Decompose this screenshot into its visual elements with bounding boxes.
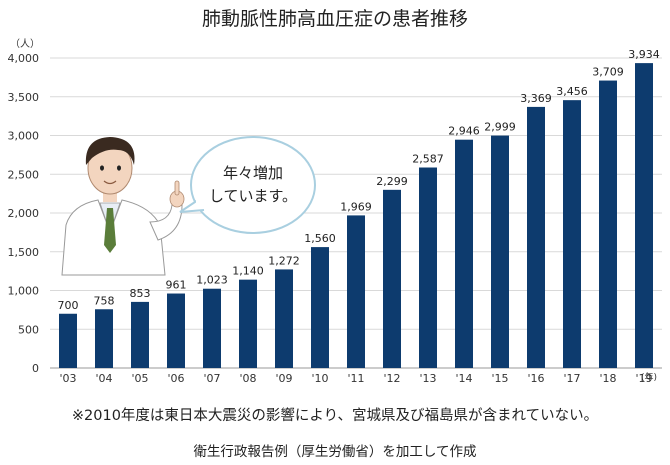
value-label: 961 (166, 279, 187, 292)
bubble-line-1: 年々増加 (223, 164, 283, 182)
x-tick-label: '15 (491, 372, 508, 385)
value-label: 1,969 (340, 200, 372, 213)
x-tick-label: '04 (95, 372, 112, 385)
y-tick-label: 0 (32, 362, 39, 375)
value-label: 2,946 (448, 125, 480, 138)
value-label: 1,140 (232, 265, 264, 278)
bar-'04 (95, 309, 113, 368)
x-tick-label: '10 (311, 372, 328, 385)
bar-'19 (635, 63, 653, 369)
doctor-illustration (61, 137, 185, 276)
chart-title: 肺動脈性肺高血圧症の患者推移 (201, 8, 468, 30)
value-label: 853 (130, 287, 151, 300)
bar-'11 (347, 215, 365, 368)
x-tick-label: '06 (167, 372, 184, 385)
value-label: 3,934 (628, 48, 660, 61)
speech-bubble: 年々増加 しています。 (179, 136, 316, 234)
y-tick-label: 2,500 (8, 168, 40, 181)
x-tick-label: '08 (239, 372, 256, 385)
value-label: 1,023 (196, 274, 228, 287)
value-label: 758 (94, 294, 115, 307)
value-labels: 700 758 853 961 1,023 1,140 1,272 1,560 1,969 2,2… (58, 48, 660, 312)
x-tick-label: '18 (599, 372, 616, 385)
value-label: 2,587 (412, 153, 444, 166)
footnote: ※2010年度は東日本大震災の影響により、宮城県及び福島県が含まれていない。 (71, 408, 599, 424)
bar-'03 (59, 313, 77, 368)
x-tick-label: '17 (563, 372, 580, 385)
y-tick-label: 4,000 (8, 52, 40, 65)
y-tick-label: 2,000 (8, 207, 40, 220)
value-label: 2,299 (376, 175, 408, 188)
bar-'06 (167, 293, 185, 368)
value-label: 700 (58, 299, 79, 312)
value-label: 3,456 (556, 85, 588, 98)
bar-'10 (311, 247, 329, 368)
x-tick-label: '12 (383, 372, 400, 385)
bar-'16 (527, 106, 545, 368)
bar-'15 (491, 135, 509, 368)
y-tick-label: 3,500 (8, 91, 40, 104)
bars (59, 63, 653, 369)
x-tick-label: '09 (275, 372, 292, 385)
bar-'14 (455, 139, 473, 368)
x-tick-label: '07 (203, 372, 220, 385)
x-tick-label: '13 (419, 372, 436, 385)
value-label: 3,369 (520, 92, 552, 105)
source-note: 衛生行政報告例（厚生労働省）を加工して作成 (193, 444, 477, 460)
x-tick-label: '19 (635, 372, 652, 385)
y-tick-label: 500 (18, 323, 39, 336)
y-tick-label: 1,000 (8, 285, 40, 298)
bar-'05 (131, 301, 149, 368)
bar-'07 (203, 288, 221, 368)
bar-'13 (419, 167, 437, 368)
x-tick-label: '16 (527, 372, 544, 385)
bar-'09 (275, 269, 293, 368)
bubble-line-2: しています。 (209, 187, 297, 205)
value-label: 1,560 (304, 232, 336, 245)
y-tick-labels: 0 500 1,000 1,500 2,000 2,500 3,000 3,500 4,000 (8, 52, 40, 375)
x-tick-label: '03 (59, 372, 76, 385)
x-tick-label: '05 (131, 372, 148, 385)
bar-'08 (239, 279, 257, 368)
value-label: 1,272 (268, 254, 300, 267)
x-axis-unit: (年) (641, 373, 658, 383)
bar-'17 (563, 100, 581, 368)
x-tick-labels: '03 '04 '05 '06 '07 '08 '09 '10 '11 '12 '13 '14 '15 '… (59, 372, 652, 385)
value-label: 3,709 (592, 66, 624, 79)
bar-chart: 700 758 853 961 1,023 1,140 1,272 1,560 1,969 2,2… (8, 48, 662, 385)
value-label: 2,999 (484, 121, 516, 134)
x-tick-label: '11 (347, 372, 364, 385)
y-tick-label: 3,000 (8, 130, 40, 143)
y-tick-label: 1,500 (8, 246, 40, 259)
y-axis-unit: （人） (10, 39, 40, 50)
bar-'18 (599, 80, 617, 369)
bar-'12 (383, 189, 401, 368)
x-tick-label: '14 (455, 372, 472, 385)
